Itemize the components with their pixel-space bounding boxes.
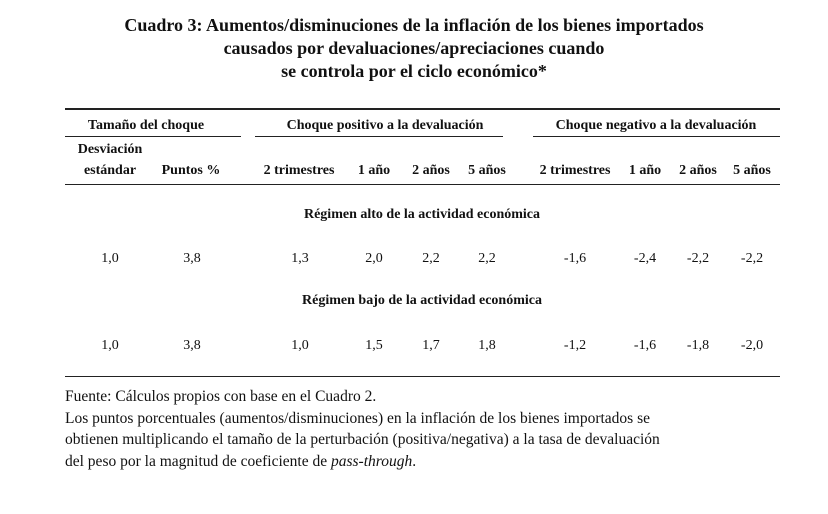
- footnote: Fuente: Cálculos propios con base en el …: [65, 386, 785, 472]
- group-header-negative: Choque negativo a la devaluación: [555, 118, 757, 133]
- table-cell-desv: 1,0: [101, 251, 119, 266]
- table-cell-positive: 2,2: [478, 251, 496, 266]
- table-cell-negative: -1,6: [563, 251, 587, 266]
- col-header-neg-period: 1 año: [628, 163, 662, 178]
- underline-positive: [255, 136, 503, 137]
- footnote-line-2: obtienen multiplicando el tamaño de la p…: [65, 431, 660, 448]
- group-header-shock-size: Tamaño del choque: [87, 118, 205, 133]
- bottom-rule: [65, 376, 780, 377]
- footnote-line-3-suffix: .: [412, 452, 417, 470]
- table-cell-desv: 1,0: [101, 338, 119, 353]
- header-rule: [65, 184, 780, 185]
- footnote-pass-through: pass-through: [330, 452, 413, 470]
- col-header-pos-period: 5 años: [468, 163, 506, 178]
- footnote-source: Fuente: Cálculos propios con base en el …: [65, 388, 377, 405]
- footnote-line-3: del peso por la magnitud de coeficiente …: [65, 451, 785, 473]
- table-cell-negative: -2,4: [633, 251, 657, 266]
- table-cell-negative: -1,8: [686, 338, 710, 353]
- table-cell-negative: -1,2: [563, 338, 587, 353]
- regime-label-high: Régimen alto de la actividad económica: [303, 207, 541, 222]
- table-cell-negative: -2,2: [686, 251, 710, 266]
- col-header-pos-period: 2 trimestres: [263, 163, 335, 178]
- col-header-estandar: estándar: [83, 163, 137, 178]
- table-cell-positive: 2,0: [365, 251, 383, 266]
- col-header-pos-period: 1 año: [357, 163, 391, 178]
- col-header-puntos: Puntos %: [161, 163, 221, 178]
- table-cell-positive: 1,8: [478, 338, 496, 353]
- table-cell-positive: 1,7: [422, 338, 440, 353]
- table-title-line-1: Cuadro 3: Aumentos/disminuciones de la i…: [124, 15, 704, 35]
- underline-shock-size: [65, 136, 241, 137]
- table-cell-positive: 1,0: [291, 338, 309, 353]
- table-cell-positive: 1,3: [291, 251, 309, 266]
- table-cell-negative: -2,2: [740, 251, 764, 266]
- table-title-line-2: causados por devaluaciones/apreciaciones…: [223, 38, 605, 58]
- top-rule: [65, 108, 780, 110]
- table-cell-negative: -1,6: [633, 338, 657, 353]
- footnote-line-1: Los puntos porcentuales (aumentos/dismin…: [65, 409, 650, 427]
- col-header-desviacion: Desviación: [77, 142, 143, 157]
- table-cell-puntos: 3,8: [183, 338, 201, 353]
- underline-negative: [533, 136, 780, 137]
- group-header-positive: Choque positivo a la devaluación: [286, 118, 484, 133]
- table-cell-negative: -2,0: [740, 338, 764, 353]
- col-header-neg-period: 5 años: [733, 163, 771, 178]
- col-header-neg-period: 2 años: [679, 163, 717, 178]
- table-title-line-3: se controla por el ciclo económico*: [281, 61, 547, 81]
- table-cell-positive: 2,2: [422, 251, 440, 266]
- footnote-line-3-prefix: del peso por la magnitud de coeficiente …: [65, 452, 331, 470]
- table-cell-puntos: 3,8: [183, 251, 201, 266]
- regime-label-low: Régimen bajo de la actividad económica: [302, 293, 542, 308]
- col-header-pos-period: 2 años: [412, 163, 450, 178]
- table-cell-positive: 1,5: [365, 338, 383, 353]
- col-header-neg-period: 2 trimestres: [539, 163, 611, 178]
